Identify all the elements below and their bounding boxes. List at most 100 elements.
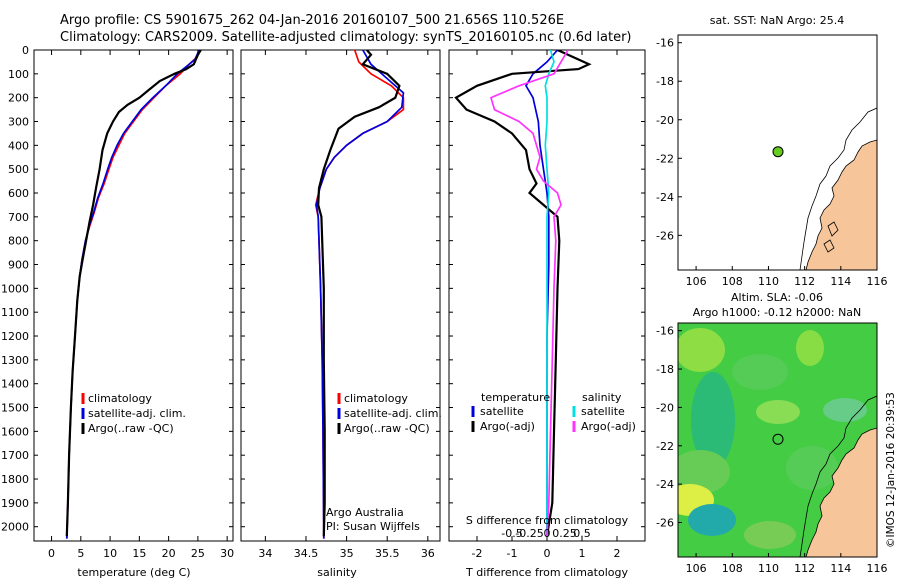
- sla-blob: [796, 330, 824, 366]
- x-tick-label: 34.5: [294, 547, 319, 560]
- salinity-annotation-line2: PI: Susan Wijffels: [326, 520, 420, 533]
- temperature-legend: climatology satellite-adj. clim. Argo(..…: [81, 392, 186, 435]
- x-tick-label: 34: [258, 547, 272, 560]
- top-tick-label: -0.5: [501, 527, 522, 540]
- map-y-tick-label: -22: [656, 152, 674, 165]
- sla-map-area: [678, 323, 877, 557]
- x-tick-label: 5: [77, 547, 84, 560]
- sla-map-land: [805, 427, 877, 557]
- x-tick-label: 10: [103, 547, 117, 560]
- legend-label-climatology: climatology: [88, 392, 152, 405]
- top-tick-label: 0: [544, 527, 551, 540]
- sla-map-title-line2: Argo h1000: -0.12 h2000: NaN: [693, 306, 862, 319]
- series-line-difference-2: [544, 50, 555, 537]
- x-tick-label: 0: [48, 547, 55, 560]
- sla-blob: [732, 354, 788, 390]
- salinity-xlabel: salinity: [317, 566, 357, 579]
- sla-blob: [688, 504, 736, 536]
- sst-map-frame: [677, 34, 878, 271]
- x-tick-label: -2: [472, 547, 483, 560]
- sla-blob: [678, 450, 730, 494]
- map-y-tick-label: -16: [656, 37, 674, 50]
- y-tick-label: 1800: [1, 473, 29, 486]
- map-y-tick-label: -20: [656, 114, 674, 127]
- series-line-salinity-1: [315, 50, 405, 539]
- temperature-xlabel: temperature (deg C): [77, 566, 190, 579]
- y-tick-label: 400: [8, 139, 29, 152]
- map-x-tick-label: 108: [722, 562, 743, 575]
- sla-blob: [744, 521, 796, 549]
- legend-label-argo: Argo(..raw -QC): [88, 422, 174, 435]
- y-tick-label: 600: [8, 187, 29, 200]
- legend-label-temp-satellite: satellite: [480, 405, 524, 418]
- map-x-tick-label: 114: [830, 562, 851, 575]
- legend-label-temp-argo: Argo(-adj): [480, 420, 535, 433]
- y-tick-label: 100: [8, 68, 29, 81]
- x-tick-label: 36: [421, 547, 435, 560]
- sst-map-islands: [823, 221, 839, 253]
- map-x-tick-label: 108: [722, 275, 743, 288]
- sla-blob: [786, 446, 838, 490]
- top-tick-label: -0.25: [515, 527, 543, 540]
- y-tick-label: 1700: [1, 449, 29, 462]
- difference-top-label: S difference from climatology: [466, 514, 629, 527]
- y-tick-label: 700: [8, 211, 29, 224]
- map-x-tick-label: 110: [758, 275, 779, 288]
- series-line-temperature-0: [65, 50, 201, 539]
- x-tick-label: 35.5: [375, 547, 400, 560]
- depth-axis-ticks: 0 100 200 300 400 500 600 700 800 900 1000 1100 1200…: [1, 44, 29, 534]
- x-tick-label: 25: [191, 547, 205, 560]
- y-tick-label: 200: [8, 92, 29, 105]
- map-y-tick-label: -20: [656, 401, 674, 414]
- sst-map-coast-outline: [799, 107, 877, 270]
- temperature-panel-frame: [33, 49, 234, 542]
- figure-title-line1: Argo profile: CS 5901675_262 04-Jan-2016…: [60, 13, 564, 28]
- top-tick-label: 0.5: [573, 527, 591, 540]
- salinity-panel-frame: [240, 49, 441, 542]
- y-tick-label: 1000: [1, 282, 29, 295]
- sst-map-ticks: 106 108 110 112 114 116 -16 -18 -20 -22 -24 -26: [656, 37, 887, 288]
- sla-blob: [756, 400, 800, 424]
- y-tick-label: 1100: [1, 306, 29, 319]
- x-tick-label: -1: [507, 547, 518, 560]
- x-tick-label: 2: [614, 547, 621, 560]
- sla-blob: [691, 372, 735, 468]
- legend-label-argo: Argo(..raw -QC): [344, 422, 430, 435]
- difference-axis-ticks: -2 -1 0 1 2 -0.5-0.25 0 0.250.5: [449, 49, 645, 560]
- imos-timestamp: ©IMOS 12-Jan-2016 20:39:53: [885, 392, 897, 548]
- map-y-tick-label: -26: [656, 516, 674, 529]
- y-tick-label: 300: [8, 116, 29, 129]
- map-y-tick-label: -16: [656, 325, 674, 338]
- sla-map-title-line1: Altim. SLA: -0.06: [731, 291, 823, 304]
- legend-header-temperature: temperature: [481, 391, 550, 404]
- temperature-axis-ticks: 0 5 10 15 20 25 30: [34, 49, 234, 560]
- x-tick-label: 20: [162, 547, 176, 560]
- sla-map-argo-marker: [772, 433, 784, 445]
- series-line-salinity-2: [317, 50, 401, 537]
- map-y-tick-label: -24: [656, 478, 674, 491]
- salinity-legend: climatology satellite-adj. clim. Argo(..…: [326, 392, 442, 533]
- map-x-tick-label: 110: [758, 562, 779, 575]
- map-x-tick-label: 116: [867, 275, 888, 288]
- y-tick-label: 800: [8, 235, 29, 248]
- sla-blob: [823, 398, 867, 422]
- sst-map-title: sat. SST: NaN Argo: 25.4: [710, 14, 844, 27]
- y-tick-label: 1900: [1, 497, 29, 510]
- x-tick-label: 0: [544, 547, 551, 560]
- map-x-tick-label: 112: [794, 275, 815, 288]
- y-tick-label: 900: [8, 259, 29, 272]
- sla-blob: [678, 328, 725, 372]
- legend-label-sal-satellite: satellite: [581, 405, 625, 418]
- map-x-tick-label: 116: [867, 562, 888, 575]
- difference-xlabel: T difference from climatology: [465, 566, 628, 579]
- salinity-series: [314, 50, 405, 539]
- y-tick-label: 1500: [1, 402, 29, 415]
- sst-map-argo-marker: [772, 146, 784, 158]
- legend-label-satellite: satellite-adj. clim.: [344, 407, 442, 420]
- series-line-salinity-0: [314, 50, 405, 539]
- legend-label-sal-argo: Argo(-adj): [581, 420, 636, 433]
- figure-title-line2: Climatology: CARS2009. Satellite-adjuste…: [60, 30, 632, 45]
- y-tick-label: 1600: [1, 425, 29, 438]
- map-x-tick-label: 106: [686, 275, 707, 288]
